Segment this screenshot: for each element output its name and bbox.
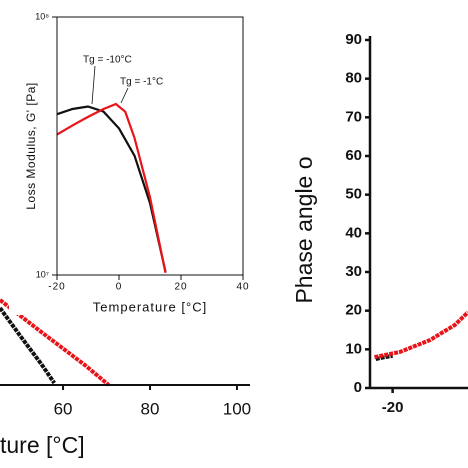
annotation: Tg = -1°C <box>120 77 163 88</box>
data-line <box>56 102 167 274</box>
y-tick-label: 90 <box>345 31 362 48</box>
y-tick-label: 70 <box>345 108 362 125</box>
x-axis-label: Temperature [°C] <box>93 299 207 314</box>
y-tick-label: 10⁸ <box>35 11 49 21</box>
x-axis-label: ture [°C] <box>0 432 85 458</box>
y-tick-label: 10 <box>345 340 362 357</box>
annotation: Tg = -10°C <box>83 55 132 66</box>
data-line <box>56 105 167 272</box>
x-tick-label: -20 <box>382 399 404 416</box>
y-axis-label: Loss Modulus, G' [Pa] <box>24 82 38 210</box>
data-line <box>0 298 110 387</box>
y-tick-label: 10⁷ <box>36 269 49 279</box>
annotation-pointer <box>91 65 96 105</box>
x-tick-label: 40 <box>236 282 249 293</box>
x-tick-label: 80 <box>141 399 160 418</box>
data-line <box>375 353 393 361</box>
inset-background <box>9 5 251 315</box>
y-tick-label: 20 <box>345 302 362 319</box>
data-line <box>374 310 468 360</box>
y-tick-label: 50 <box>345 186 362 203</box>
x-tick-label: 20 <box>174 282 187 293</box>
y-tick-label: 80 <box>345 70 362 87</box>
y-axis-label: Phase angle o <box>291 156 317 303</box>
y-tick-label: 60 <box>345 147 362 164</box>
x-tick-label: 0 <box>116 282 123 293</box>
x-tick-label: 60 <box>54 399 73 418</box>
data-line <box>0 306 56 385</box>
y-tick-label: 0 <box>354 379 362 396</box>
x-tick-label: 100 <box>223 399 251 418</box>
x-tick-label: -20 <box>48 282 65 293</box>
y-tick-label: 40 <box>345 224 362 241</box>
y-tick-label: 30 <box>345 263 362 280</box>
annotation-pointer <box>120 87 129 104</box>
